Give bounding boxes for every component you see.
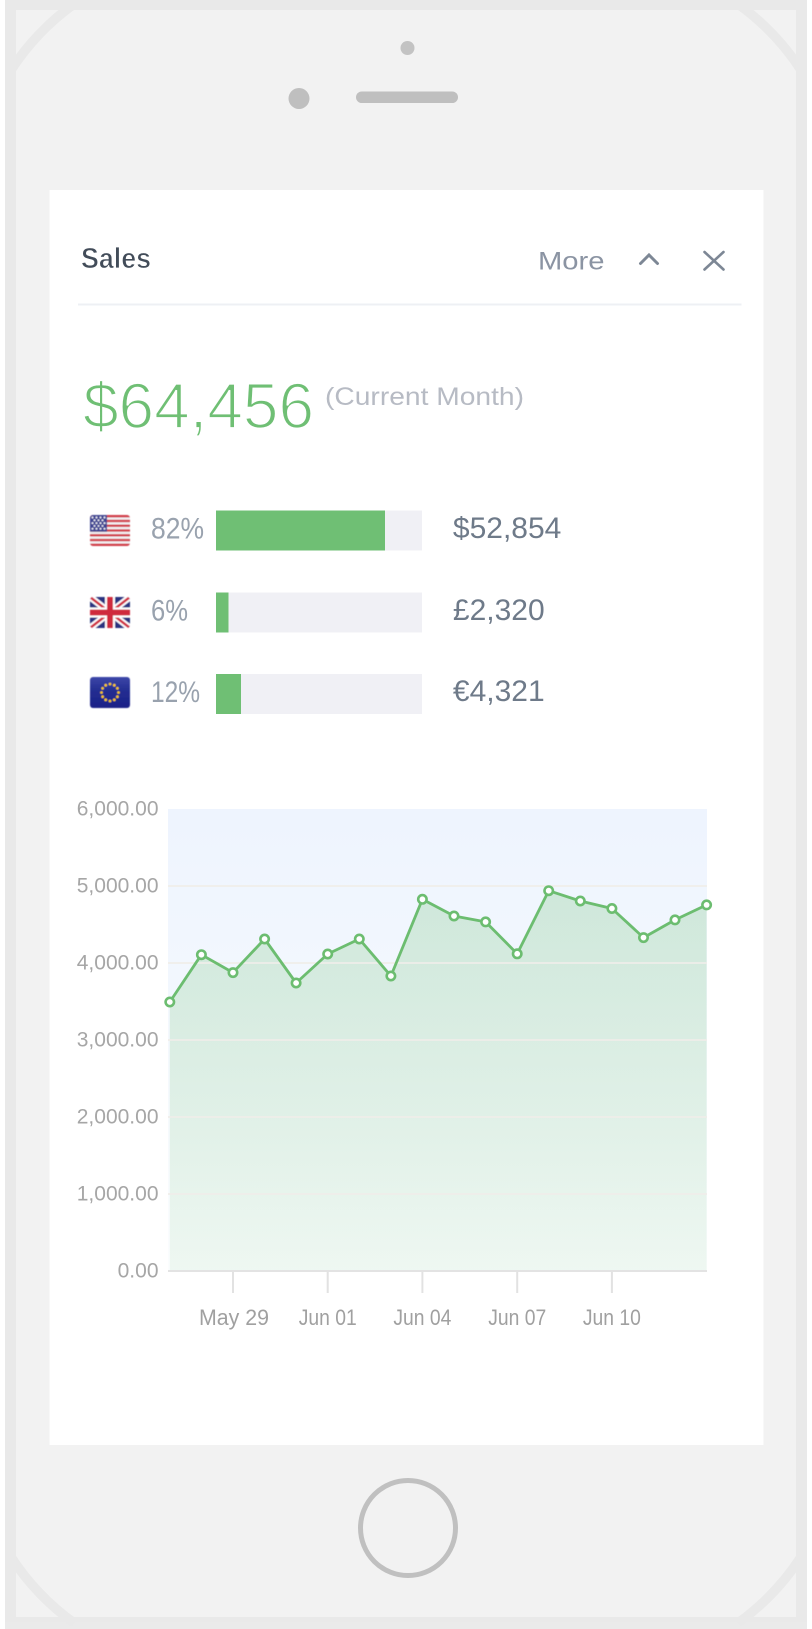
svg-text:12%: 12% [151, 676, 200, 709]
svg-text:5,000.00: 5,000.00 [77, 875, 159, 898]
svg-text:3,000.00: 3,000.00 [77, 1029, 159, 1052]
svg-text:£2,320: £2,320 [453, 594, 545, 627]
svg-text:1,000.00: 1,000.00 [77, 1183, 159, 1206]
svg-text:May 29: May 29 [199, 1305, 269, 1330]
svg-text:6%: 6% [151, 594, 188, 627]
svg-text:$52,854: $52,854 [453, 512, 561, 545]
svg-text:4,000.00: 4,000.00 [77, 952, 159, 975]
svg-text:€4,321: €4,321 [453, 675, 545, 708]
svg-text:$64,456: $64,456 [83, 370, 314, 442]
svg-text:2,000.00: 2,000.00 [77, 1106, 159, 1129]
svg-text:Sales: Sales [81, 243, 151, 275]
svg-text:0.00: 0.00 [118, 1260, 159, 1283]
svg-text:Jun 04: Jun 04 [393, 1305, 451, 1330]
svg-text:Jun 10: Jun 10 [583, 1305, 641, 1330]
svg-text:82%: 82% [151, 513, 204, 546]
svg-text:6,000.00: 6,000.00 [77, 798, 159, 821]
svg-text:More: More [538, 248, 605, 276]
svg-text:(Current Month): (Current Month) [325, 383, 524, 411]
svg-text:Jun 01: Jun 01 [299, 1305, 357, 1330]
svg-text:Jun 07: Jun 07 [488, 1305, 546, 1330]
